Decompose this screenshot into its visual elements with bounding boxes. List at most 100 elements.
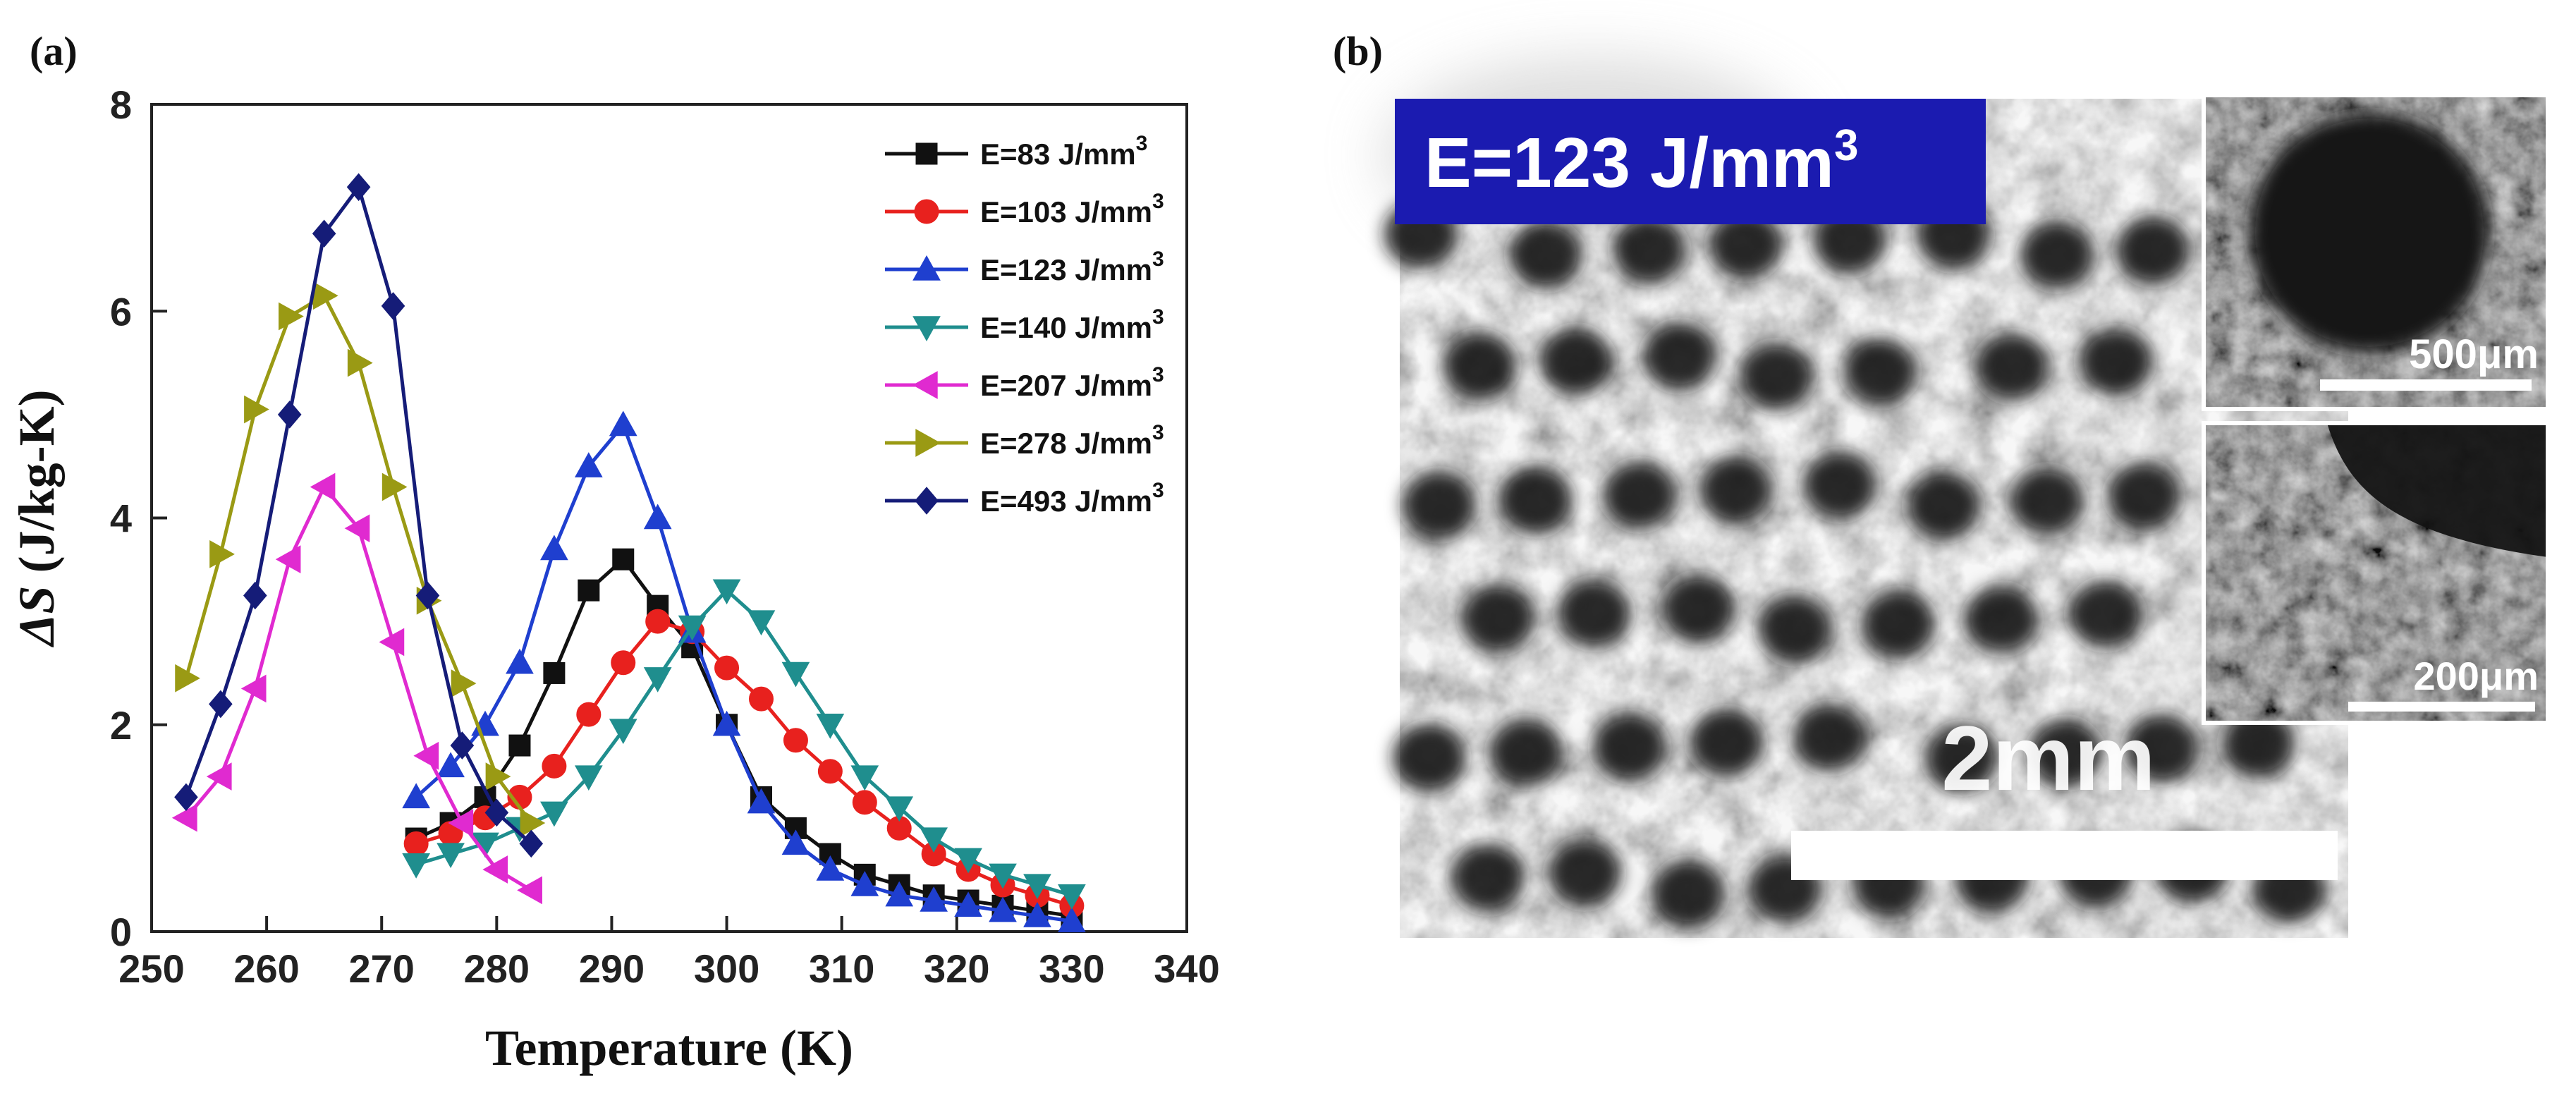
data-point [519,829,544,858]
pore [2125,714,2199,782]
x-tick-label: 340 [1154,946,1219,991]
y-tick-label: 8 [110,83,132,127]
data-point [850,870,879,896]
data-point [508,734,531,757]
data-point [1058,907,1086,933]
legend-marker [912,255,941,281]
pore [1709,211,1783,279]
x-tick-label: 320 [924,946,989,991]
data-point [574,765,603,791]
data-point [578,579,600,602]
pore [1803,451,1876,519]
legend-marker [914,199,939,224]
legend-entry: E=83 J/mm3 [885,132,1147,171]
pore [1965,585,2039,653]
axis-ticks: 250 260 270 280 290 300 310 320 330 340 0 2 4 6 8 [110,83,1220,991]
pore [1489,719,1563,786]
data-point [747,788,776,814]
inset-bottom-scalebar [2348,702,2535,712]
data-point [209,690,233,719]
data-point [643,504,672,530]
data-point [712,710,741,736]
pore [1558,580,1631,647]
pore [1740,343,1813,410]
legend-marker [915,487,939,515]
data-point [920,827,948,853]
data-point [243,581,267,610]
pore [1613,216,1686,283]
pore [1509,221,1582,288]
legend-label: E=278 J/mm3 [980,421,1164,460]
y-axis-label: ΔS (J/kg-K) [8,389,65,647]
pore [1403,471,1476,539]
data-point [612,548,635,571]
pore [2222,709,2295,777]
data-point [402,783,431,809]
pore [1925,724,1998,792]
data-point [437,752,465,778]
legend-entry: E=493 J/mm3 [885,479,1164,518]
inset-top-scalebar [2320,379,2532,391]
pore [1451,844,1525,912]
y-axis-symbol: ΔS [8,585,65,647]
micrograph: 500μm 200μm 2mm E=123 J/mm3 [1382,56,2550,938]
x-tick-label: 310 [809,946,874,991]
series-line [184,293,533,824]
pore [1393,724,1466,791]
y-tick-label: 2 [110,703,132,748]
x-tick-label: 270 [349,946,415,991]
data-point [346,173,371,202]
pore [1652,860,1725,927]
data-point [643,667,672,693]
data-point [609,410,637,437]
legend-entry: E=207 J/mm3 [885,363,1164,402]
legend-label: E=493 J/mm3 [980,479,1164,518]
data-point [747,610,776,636]
pore [1461,585,1534,652]
data-point [954,848,982,874]
series-layer [171,173,1086,933]
series-4 [171,472,542,905]
data-point [312,219,336,248]
legend-marker [912,371,938,399]
y-tick-label: 4 [110,496,132,541]
pore [1499,466,1573,534]
pore [1793,704,1867,771]
legend-marker [912,316,941,342]
data-point [347,348,373,377]
pore [1758,595,1831,663]
pore [1539,327,1613,395]
pore [2107,462,2180,530]
data-point [920,886,948,912]
data-point [645,609,671,634]
pore [1643,322,1716,390]
data-point [279,302,304,331]
legend-marker [915,429,941,457]
data-point [850,765,879,791]
pore [1443,332,1516,400]
pore [1907,472,1980,539]
data-point [485,762,511,791]
data-point [1058,884,1086,910]
data-point [954,891,982,917]
pore [2020,221,2094,289]
data-point [543,661,566,684]
data-point [748,686,774,712]
data-point [816,855,845,881]
series-line [184,185,532,846]
legend-entry: E=123 J/mm3 [885,248,1164,286]
energy-badge [1395,99,1986,224]
data-point [714,655,740,681]
data-point [1023,874,1051,900]
legend-entry: E=278 J/mm3 [885,421,1164,460]
data-point [574,452,603,477]
data-point [506,648,534,674]
data-point [783,728,808,753]
data-point [1023,901,1051,927]
data-point [517,876,542,905]
data-point [678,615,707,641]
x-tick-label: 300 [694,946,759,991]
legend-label: E=123 J/mm3 [980,248,1164,286]
data-point [781,829,810,855]
data-point [175,664,200,693]
